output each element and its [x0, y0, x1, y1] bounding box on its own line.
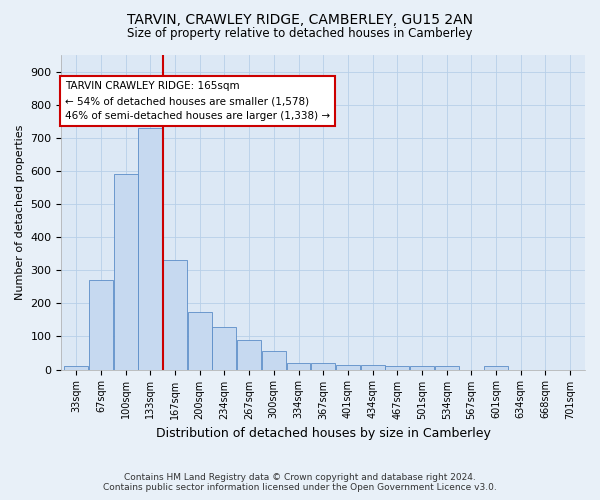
Bar: [64, 366, 88, 370]
Bar: [410, 366, 434, 370]
Bar: [188, 312, 212, 370]
Bar: [262, 352, 286, 370]
Bar: [336, 364, 360, 370]
Bar: [163, 260, 187, 370]
Bar: [113, 174, 137, 370]
Bar: [212, 326, 236, 370]
Bar: [435, 366, 458, 370]
Text: Contains HM Land Registry data © Crown copyright and database right 2024.
Contai: Contains HM Land Registry data © Crown c…: [103, 473, 497, 492]
Bar: [361, 364, 385, 370]
Bar: [237, 340, 261, 370]
Text: TARVIN, CRAWLEY RIDGE, CAMBERLEY, GU15 2AN: TARVIN, CRAWLEY RIDGE, CAMBERLEY, GU15 2…: [127, 12, 473, 26]
Text: Size of property relative to detached houses in Camberley: Size of property relative to detached ho…: [127, 28, 473, 40]
Bar: [89, 280, 113, 370]
Bar: [484, 366, 508, 370]
Bar: [139, 128, 162, 370]
Y-axis label: Number of detached properties: Number of detached properties: [15, 124, 25, 300]
Bar: [287, 363, 310, 370]
Bar: [385, 366, 409, 370]
Bar: [311, 363, 335, 370]
X-axis label: Distribution of detached houses by size in Camberley: Distribution of detached houses by size …: [156, 427, 491, 440]
Text: TARVIN CRAWLEY RIDGE: 165sqm
← 54% of detached houses are smaller (1,578)
46% of: TARVIN CRAWLEY RIDGE: 165sqm ← 54% of de…: [65, 82, 330, 121]
